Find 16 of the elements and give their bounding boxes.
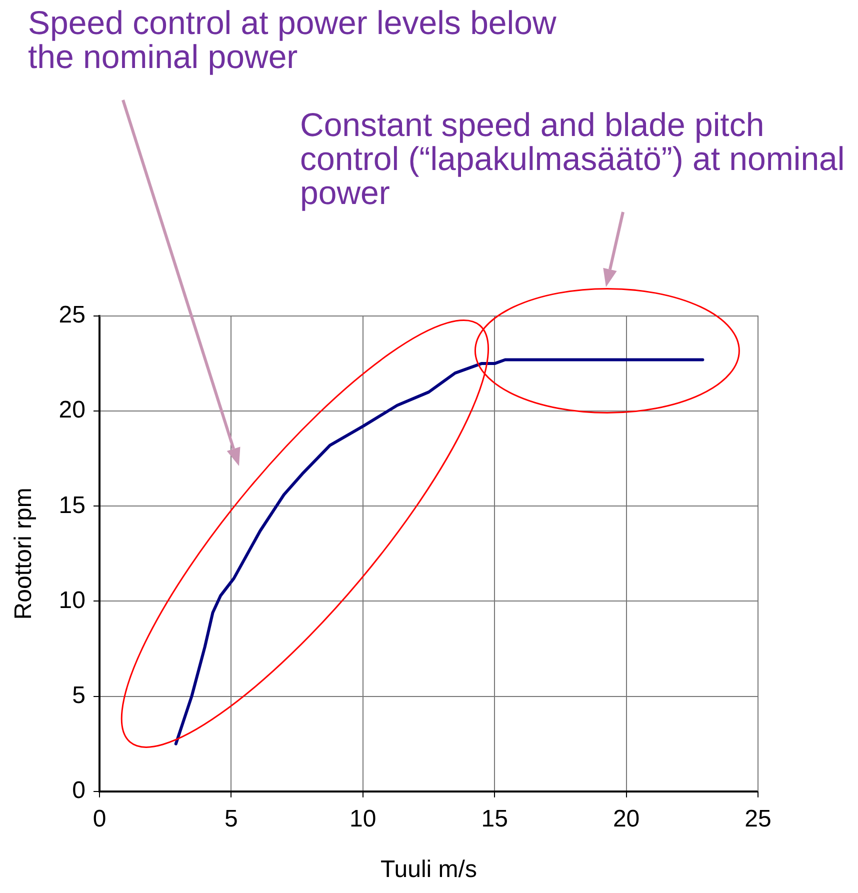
x-tick-label: 5 [224, 805, 238, 832]
y-tick-label: 10 [58, 586, 86, 614]
y-axis-title: Roottori rpm [10, 488, 38, 620]
x-tick-label: 10 [350, 805, 376, 832]
y-tick-label: 25 [58, 302, 86, 329]
x-tick-label: 0 [92, 805, 106, 832]
y-tick-label: 0 [72, 777, 86, 804]
y-tick-label: 5 [72, 682, 86, 709]
x-tick-label: 15 [481, 805, 508, 832]
y-tick-label: 15 [58, 492, 86, 519]
text: Speed control at power levels below the nominal power [28, 4, 558, 75]
y-tick-label: 20 [58, 396, 86, 424]
text: Constant speed and blade pitch control (“lapakulmasäätö”) at nominal power [300, 106, 846, 211]
x-axis-title: Tuuli m/s [380, 856, 477, 884]
x-tick-label: 25 [744, 805, 772, 832]
x-tick-label: 20 [612, 805, 640, 832]
